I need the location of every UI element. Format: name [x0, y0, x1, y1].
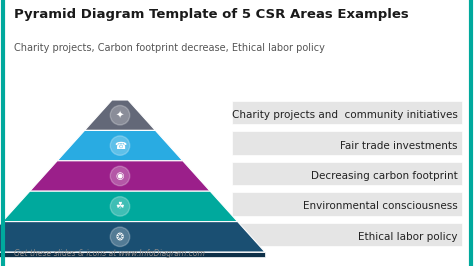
- Polygon shape: [0, 252, 265, 257]
- Text: Environmental consciousness: Environmental consciousness: [303, 201, 458, 211]
- FancyBboxPatch shape: [232, 223, 462, 246]
- Polygon shape: [84, 100, 155, 130]
- Polygon shape: [84, 130, 155, 135]
- Polygon shape: [0, 222, 265, 252]
- FancyBboxPatch shape: [232, 162, 462, 185]
- Polygon shape: [30, 161, 210, 191]
- Text: Get these slides & icons at www.InfoDiagram.com: Get these slides & icons at www.InfoDiag…: [14, 249, 205, 258]
- Circle shape: [110, 227, 130, 247]
- Circle shape: [110, 197, 130, 216]
- Text: ☎: ☎: [114, 141, 126, 151]
- Polygon shape: [2, 222, 237, 227]
- FancyBboxPatch shape: [232, 101, 462, 124]
- Polygon shape: [2, 191, 237, 222]
- Text: ✦: ✦: [116, 110, 124, 120]
- Text: Charity projects and  community initiatives: Charity projects and community initiativ…: [232, 110, 458, 120]
- FancyBboxPatch shape: [232, 131, 462, 155]
- Text: ◉: ◉: [116, 171, 124, 181]
- Circle shape: [110, 166, 130, 186]
- Text: Ethical labor policy: Ethical labor policy: [358, 232, 458, 242]
- Text: ☘: ☘: [116, 201, 124, 211]
- Polygon shape: [30, 191, 210, 196]
- Text: Fair trade investments: Fair trade investments: [340, 141, 458, 151]
- Polygon shape: [57, 130, 183, 161]
- Text: Pyramid Diagram Template of 5 CSR Areas Examples: Pyramid Diagram Template of 5 CSR Areas …: [14, 8, 409, 21]
- Polygon shape: [57, 161, 183, 166]
- Text: ❂: ❂: [116, 232, 124, 242]
- Circle shape: [110, 106, 130, 125]
- Text: Charity projects, Carbon footprint decrease, Ethical labor policy: Charity projects, Carbon footprint decre…: [14, 43, 325, 53]
- Text: Decreasing carbon footprint: Decreasing carbon footprint: [311, 171, 458, 181]
- FancyBboxPatch shape: [232, 192, 462, 216]
- Circle shape: [110, 136, 130, 155]
